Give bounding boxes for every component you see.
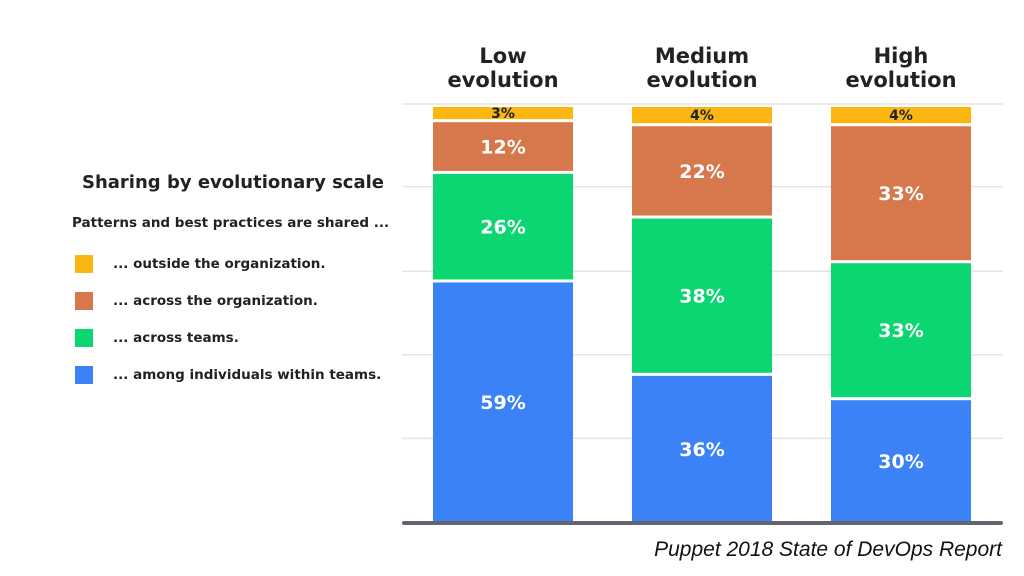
bar-segment-high-evolution-across-teams bbox=[831, 263, 971, 398]
bar-segment-low-evolution-among-individuals-within-teams bbox=[433, 282, 573, 522]
legend-item-across-teams: ... across teams. bbox=[72, 319, 392, 356]
bar-segment-low-evolution-across-teams bbox=[433, 173, 573, 280]
chart-title: Sharing by evolutionary scale bbox=[82, 172, 385, 193]
bar-segment-medium-evolution-among-individuals-within-teams bbox=[632, 375, 772, 522]
data-label: 22% bbox=[679, 161, 724, 183]
bar-segment-high-evolution-outside-the-organization bbox=[831, 107, 971, 124]
legend-items: ... outside the organization. ... across … bbox=[72, 245, 392, 393]
legend-item-across-the-organization: ... across the organization. bbox=[72, 282, 392, 319]
legend-swatch bbox=[75, 291, 93, 310]
category-label: High bbox=[874, 44, 929, 68]
bar-segment-medium-evolution-across-the-organization bbox=[632, 126, 772, 216]
data-label: 33% bbox=[878, 320, 923, 342]
data-label: 30% bbox=[878, 451, 923, 473]
data-label: 4% bbox=[690, 108, 714, 124]
data-label: 33% bbox=[878, 183, 923, 205]
legend-swatch bbox=[75, 254, 93, 273]
legend-label: ... among individuals within teams. bbox=[113, 366, 382, 383]
legend-label: ... outside the organization. bbox=[113, 255, 326, 272]
x-axis-baseline bbox=[402, 521, 1003, 525]
data-label: 59% bbox=[480, 392, 525, 414]
category-label: Low bbox=[479, 44, 526, 68]
data-label: 3% bbox=[491, 106, 515, 122]
bar-segment-medium-evolution-across-teams bbox=[632, 218, 772, 373]
legend-item-among-individuals-within-teams: ... among individuals within teams. bbox=[72, 356, 392, 393]
legend-label: ... across teams. bbox=[113, 329, 239, 346]
bar-segment-low-evolution-outside-the-organization bbox=[433, 107, 573, 120]
bar-segment-high-evolution-across-the-organization bbox=[831, 126, 971, 261]
source-caption: Puppet 2018 State of DevOps Report bbox=[654, 538, 1002, 561]
legend: Sharing by evolutionary scale Patterns a… bbox=[72, 172, 392, 393]
legend-swatch bbox=[75, 365, 93, 384]
data-label: 38% bbox=[679, 286, 724, 308]
bar-segment-low-evolution-across-the-organization bbox=[433, 122, 573, 171]
category-label: evolution bbox=[646, 68, 757, 92]
legend-label: ... across the organization. bbox=[113, 292, 318, 309]
bar-segment-high-evolution-among-individuals-within-teams bbox=[831, 400, 971, 522]
bar-segment-medium-evolution-outside-the-organization bbox=[632, 107, 772, 124]
legend-swatch bbox=[75, 328, 93, 347]
category-label: evolution bbox=[447, 68, 558, 92]
data-label: 12% bbox=[480, 137, 525, 159]
legend-subtitle: Patterns and best practices are shared .… bbox=[72, 215, 390, 231]
data-label: 36% bbox=[679, 439, 724, 461]
legend-item-outside-the-organization: ... outside the organization. bbox=[72, 245, 392, 282]
data-label: 4% bbox=[889, 108, 913, 124]
category-label: Medium bbox=[655, 44, 749, 68]
data-label: 26% bbox=[480, 217, 525, 239]
category-label: evolution bbox=[845, 68, 956, 92]
